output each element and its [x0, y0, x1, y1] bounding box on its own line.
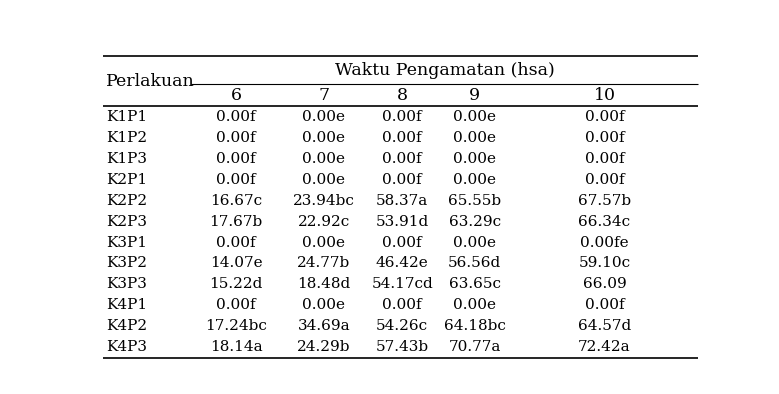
Text: 23.94bc: 23.94bc [293, 193, 354, 208]
Text: 8: 8 [397, 87, 407, 104]
Text: 0.00f: 0.00f [585, 110, 624, 124]
Text: 9: 9 [469, 87, 481, 104]
Text: K1P2: K1P2 [107, 131, 147, 145]
Text: 0.00f: 0.00f [382, 131, 422, 145]
Text: Waktu Pengamatan (hsa): Waktu Pengamatan (hsa) [335, 61, 555, 78]
Text: 0.00f: 0.00f [585, 152, 624, 166]
Text: K3P2: K3P2 [107, 256, 147, 270]
Text: 0.00f: 0.00f [217, 298, 256, 312]
Text: K3P3: K3P3 [107, 277, 147, 292]
Text: 0.00e: 0.00e [453, 131, 496, 145]
Text: 0.00f: 0.00f [217, 131, 256, 145]
Text: 66.09: 66.09 [583, 277, 626, 292]
Text: 0.00e: 0.00e [302, 131, 345, 145]
Text: 18.14a: 18.14a [210, 340, 263, 354]
Text: 46.42e: 46.42e [376, 256, 428, 270]
Text: 70.77a: 70.77a [449, 340, 501, 354]
Text: 0.00f: 0.00f [382, 173, 422, 187]
Text: 67.57b: 67.57b [578, 193, 631, 208]
Text: 54.26c: 54.26c [376, 319, 428, 333]
Text: 0.00fe: 0.00fe [580, 236, 629, 249]
Text: 0.00f: 0.00f [585, 131, 624, 145]
Text: K2P2: K2P2 [107, 193, 147, 208]
Text: 16.67c: 16.67c [210, 193, 263, 208]
Text: 0.00f: 0.00f [217, 173, 256, 187]
Text: 57.43b: 57.43b [375, 340, 428, 354]
Text: 0.00e: 0.00e [453, 152, 496, 166]
Text: 0.00e: 0.00e [302, 110, 345, 124]
Text: 65.55b: 65.55b [448, 193, 501, 208]
Text: 34.69a: 34.69a [298, 319, 350, 333]
Text: 0.00f: 0.00f [382, 152, 422, 166]
Text: K2P1: K2P1 [107, 173, 147, 187]
Text: 0.00e: 0.00e [302, 298, 345, 312]
Text: 24.29b: 24.29b [297, 340, 351, 354]
Text: 15.22d: 15.22d [210, 277, 263, 292]
Text: 53.91d: 53.91d [375, 215, 429, 229]
Text: 58.37a: 58.37a [376, 193, 428, 208]
Text: 0.00e: 0.00e [302, 152, 345, 166]
Text: 0.00f: 0.00f [382, 298, 422, 312]
Text: 63.29c: 63.29c [449, 215, 501, 229]
Text: 17.24bc: 17.24bc [206, 319, 267, 333]
Text: 0.00e: 0.00e [453, 110, 496, 124]
Text: 0.00e: 0.00e [453, 298, 496, 312]
Text: 18.48d: 18.48d [297, 277, 351, 292]
Text: 0.00f: 0.00f [217, 110, 256, 124]
Text: 0.00e: 0.00e [302, 173, 345, 187]
Text: 24.77b: 24.77b [297, 256, 351, 270]
Text: 0.00e: 0.00e [453, 236, 496, 249]
Text: Perlakuan: Perlakuan [107, 73, 196, 90]
Text: 66.34c: 66.34c [579, 215, 630, 229]
Text: 10: 10 [594, 87, 615, 104]
Text: 0.00f: 0.00f [585, 173, 624, 187]
Text: 17.67b: 17.67b [210, 215, 263, 229]
Text: 0.00e: 0.00e [453, 173, 496, 187]
Text: 59.10c: 59.10c [579, 256, 630, 270]
Text: 0.00f: 0.00f [382, 110, 422, 124]
Text: 0.00f: 0.00f [217, 236, 256, 249]
Text: 22.92c: 22.92c [298, 215, 350, 229]
Text: 0.00e: 0.00e [302, 236, 345, 249]
Text: K4P1: K4P1 [107, 298, 147, 312]
Text: K4P3: K4P3 [107, 340, 147, 354]
Text: K2P3: K2P3 [107, 215, 147, 229]
Text: K3P1: K3P1 [107, 236, 147, 249]
Text: 64.18bc: 64.18bc [444, 319, 506, 333]
Text: 64.57d: 64.57d [578, 319, 631, 333]
Text: 0.00f: 0.00f [217, 152, 256, 166]
Text: 0.00f: 0.00f [585, 298, 624, 312]
Text: 72.42a: 72.42a [578, 340, 631, 354]
Text: 54.17cd: 54.17cd [372, 277, 433, 292]
Text: K4P2: K4P2 [107, 319, 147, 333]
Text: 63.65c: 63.65c [449, 277, 501, 292]
Text: 7: 7 [318, 87, 330, 104]
Text: 6: 6 [231, 87, 241, 104]
Text: 0.00f: 0.00f [382, 236, 422, 249]
Text: K1P3: K1P3 [107, 152, 147, 166]
Text: K1P1: K1P1 [107, 110, 147, 124]
Text: 56.56d: 56.56d [448, 256, 502, 270]
Text: 14.07e: 14.07e [210, 256, 263, 270]
